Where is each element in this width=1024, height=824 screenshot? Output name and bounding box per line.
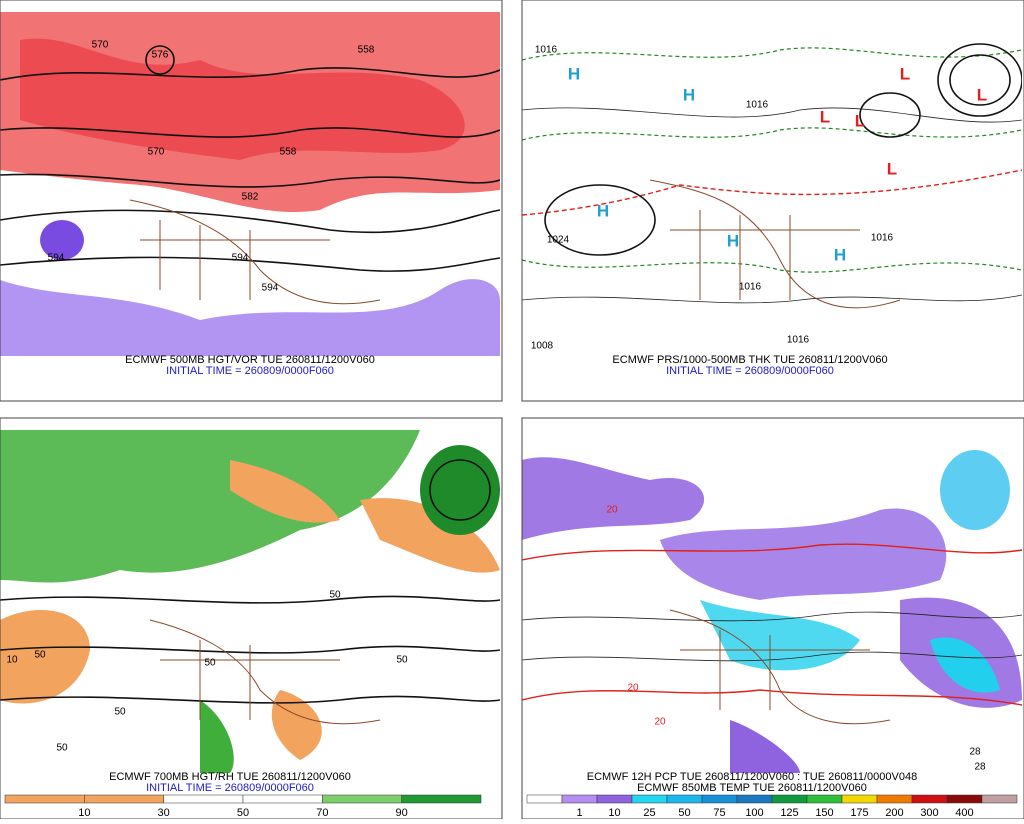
map-700mb (0, 430, 500, 773)
high-marker: H (834, 245, 846, 264)
colorbar-label: 400 (955, 807, 973, 819)
colorbar-swatch (561, 794, 598, 804)
high-marker: H (568, 64, 580, 83)
colorbar-swatch (596, 794, 633, 804)
colorbar-label: 30 (158, 807, 170, 819)
colorbar-swatch (163, 794, 244, 804)
contour-label: 50 (56, 743, 68, 754)
panel-frame (0, 0, 503, 402)
colorbar-swatch (981, 794, 1018, 804)
colorbar-swatch (841, 794, 878, 804)
caption: ECMWF 500MB HGT/VOR TUE 260811/1200V060 (125, 354, 375, 366)
colorbar-swatch (322, 794, 402, 804)
caption: ECMWF 12H PCP TUE 260811/1200V060 : TUE … (587, 771, 917, 783)
contour-label: 20 (606, 505, 618, 516)
colorbar-swatch (526, 794, 563, 804)
colorbar-swatch (806, 794, 843, 804)
high-marker: H (597, 201, 609, 220)
colorbar-label: 125 (780, 807, 798, 819)
contour-label: 582 (242, 192, 259, 203)
contour-label: 1024 (547, 235, 570, 246)
colorbar-label: 70 (316, 807, 328, 819)
contour-label: 570 (148, 147, 165, 158)
initial-time: INITIAL TIME = 260809/0000F060 (146, 782, 314, 794)
map-precip (522, 430, 1022, 773)
low-marker: L (900, 64, 910, 83)
contour-label: 1016 (787, 335, 810, 346)
colorbar-swatch (911, 794, 948, 804)
colorbar-label: 10 (608, 807, 620, 819)
contour-label: 576 (152, 50, 169, 61)
contour-label: 594 (262, 283, 279, 294)
contour-label: 1008 (531, 341, 554, 352)
high-marker: H (683, 85, 695, 104)
colorbar-swatch (84, 794, 164, 804)
colorbar-swatch (4, 794, 85, 804)
colorbar-label: 25 (643, 807, 655, 819)
colorbar-swatch (736, 794, 773, 804)
contour-label: 50 (34, 650, 46, 661)
initial-time: INITIAL TIME = 260809/0000F060 (166, 365, 334, 377)
colorbar-label: 200 (885, 807, 903, 819)
contour-label: 558 (358, 45, 375, 56)
colorbar-label: 50 (237, 807, 249, 819)
caption: ECMWF 850MB TEMP TUE 260811/1200V060 (637, 782, 867, 794)
colorbar-swatch (771, 794, 808, 804)
contour-label: 28 (969, 747, 981, 758)
contour-label: 1016 (871, 233, 894, 244)
contour-label: 50 (396, 655, 408, 666)
map-pressure (522, 12, 1022, 356)
contour-label: 50 (204, 658, 216, 669)
low-marker: L (820, 107, 830, 126)
contour-label: 20 (654, 717, 666, 728)
colorbars: 10 30 50 70 90 1 10 25 50 75 100 125 150 175 200 300 400 (4, 794, 1018, 819)
colorbar-swatch (242, 794, 323, 804)
map-500mb (0, 12, 500, 356)
contour-label: 10 (6, 655, 18, 666)
colorbar-swatch (946, 794, 983, 804)
colorbar-label: 175 (850, 807, 868, 819)
colorbar-swatch (701, 794, 738, 804)
contour-label: 558 (280, 147, 297, 158)
caption: ECMWF PRS/1000-500MB THK TUE 260811/1200… (612, 354, 887, 366)
colorbar-swatch (876, 794, 913, 804)
colorbar-label: 90 (396, 807, 408, 819)
colorbar-label: 50 (678, 807, 690, 819)
contour-label: 594 (48, 253, 65, 264)
colorbar-label: 150 (815, 807, 833, 819)
colorbar-swatch (631, 794, 668, 804)
high-marker: H (727, 231, 739, 250)
colorbar-label: 100 (745, 807, 763, 819)
contour-label: 50 (329, 590, 341, 601)
caption: ECMWF 700MB HGT/RH TUE 260811/1200V060 (109, 771, 351, 783)
contour-label: 50 (114, 707, 126, 718)
low-marker: L (855, 111, 865, 130)
contour-label: 1016 (746, 100, 769, 111)
colorbar-label: 300 (920, 807, 938, 819)
contour-label: 28 (974, 762, 986, 773)
colorbar-swatch (401, 794, 482, 804)
colorbar-label: 1 (576, 807, 582, 819)
colorbar-swatch (666, 794, 703, 804)
initial-time: INITIAL TIME = 260809/0000F060 (666, 365, 834, 377)
low-marker: L (977, 85, 987, 104)
contour-label: 20 (627, 683, 639, 694)
low-marker: L (887, 159, 897, 178)
contour-label: 570 (92, 40, 109, 51)
contour-label: 594 (232, 253, 249, 264)
panel-frame (521, 0, 1024, 402)
contour-label: 1016 (535, 45, 558, 56)
contour-label: 1016 (739, 282, 762, 293)
colorbar-label: 75 (713, 807, 725, 819)
colorbar-label: 10 (78, 807, 90, 819)
